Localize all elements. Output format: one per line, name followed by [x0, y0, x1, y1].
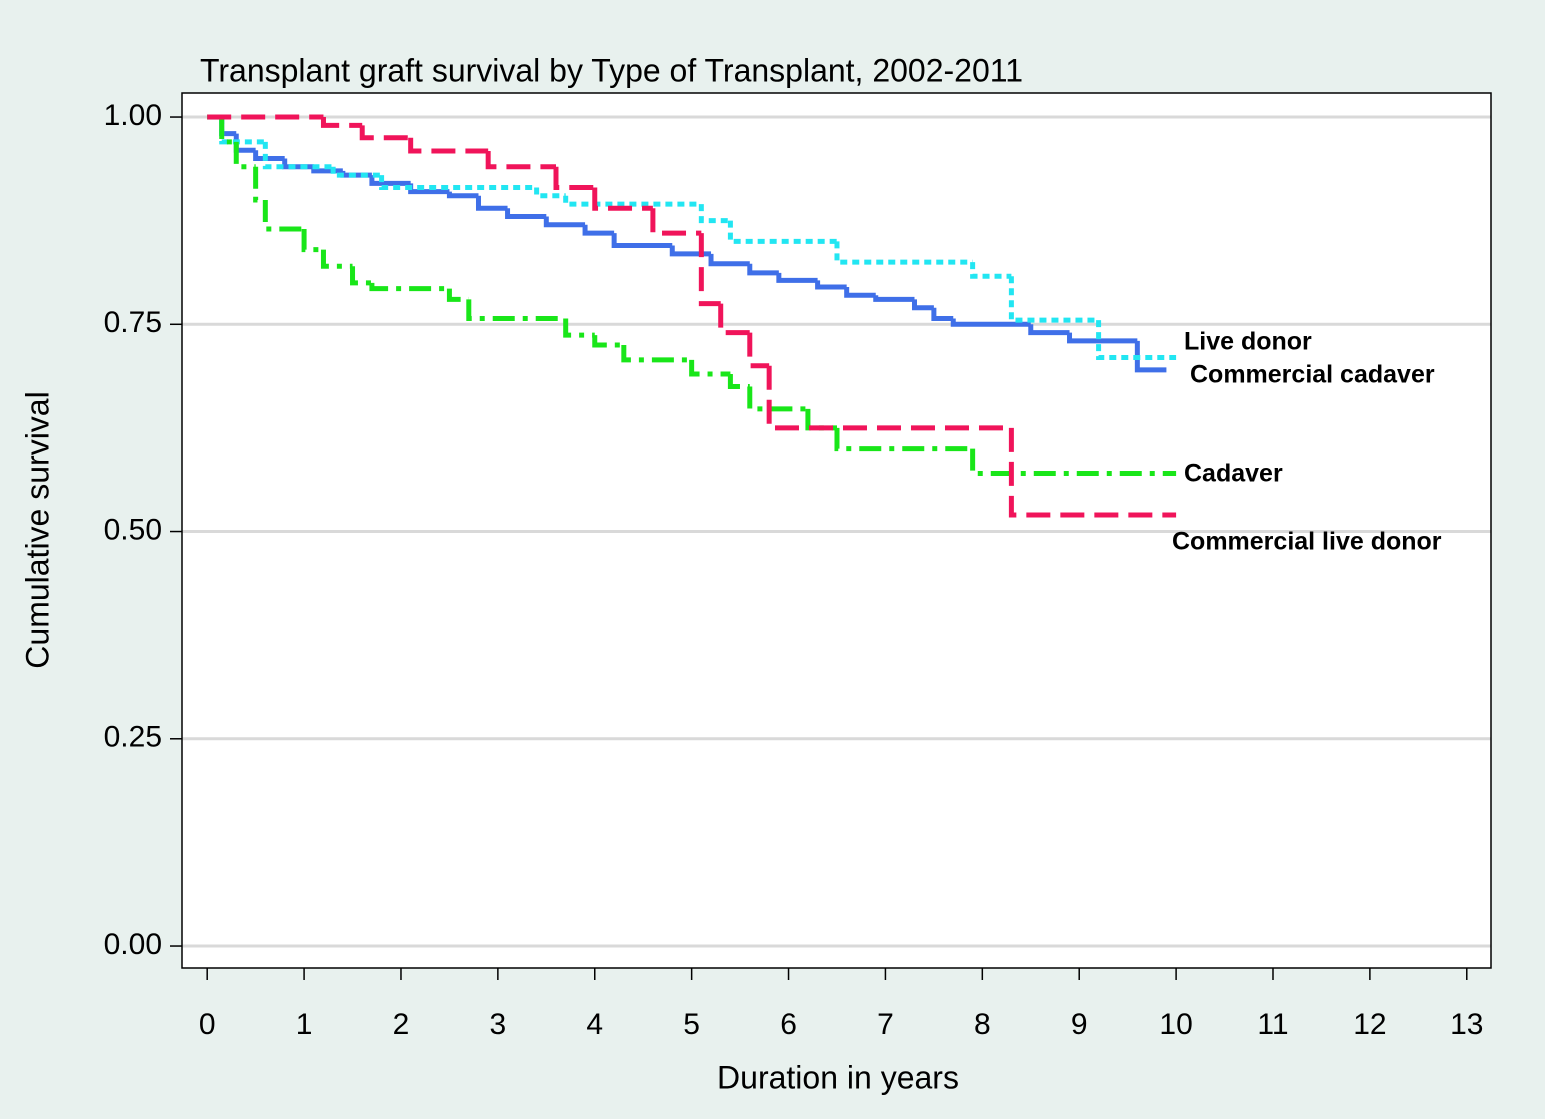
survival-step — [219, 117, 237, 145]
survival-step — [911, 299, 934, 311]
survival-step — [485, 151, 556, 170]
survival-step — [553, 166, 595, 191]
series-label: Live donor — [1184, 328, 1312, 356]
x-tick-label: 8 — [974, 1008, 991, 1041]
survival-step — [446, 288, 469, 302]
y-tick-label: 0.50 — [104, 513, 162, 546]
survival-step — [650, 208, 702, 236]
survival-step — [970, 448, 1177, 477]
survival-step — [727, 220, 837, 244]
survival-step — [253, 166, 266, 203]
survival-step — [1096, 320, 1177, 360]
survival-step — [1134, 340, 1167, 373]
survival-step — [475, 195, 508, 211]
survival-step — [369, 175, 411, 186]
survival-step — [505, 208, 547, 220]
survival-step — [543, 216, 586, 228]
y-axis-title: Cumulative survival — [19, 391, 55, 668]
x-tick-label: 9 — [1071, 1008, 1088, 1041]
survival-step — [233, 141, 256, 170]
survival-step — [698, 204, 731, 224]
survival-step — [844, 286, 876, 298]
survival-step — [698, 233, 721, 307]
survival-step — [592, 187, 653, 211]
survival-step — [718, 303, 750, 336]
survival-step — [262, 141, 334, 170]
x-tick-label: 2 — [393, 1008, 410, 1041]
survival-step — [747, 332, 770, 369]
x-tick-label: 1 — [296, 1008, 313, 1041]
survival-step — [320, 117, 363, 128]
survival-step — [727, 374, 750, 389]
y-tick-label: 0.25 — [104, 721, 162, 754]
survival-step — [805, 408, 837, 431]
series-label: Cadaver — [1184, 460, 1283, 488]
survival-step — [1067, 332, 1138, 344]
survival-step — [466, 299, 566, 321]
x-axis-title: Duration in years — [717, 1059, 959, 1095]
survival-step — [1008, 427, 1177, 518]
survival-step — [747, 263, 779, 276]
x-tick-label: 0 — [199, 1008, 216, 1041]
survival-step — [708, 253, 750, 267]
survival-step — [350, 266, 372, 286]
x-tick-label: 12 — [1353, 1008, 1386, 1041]
survival-step — [379, 175, 537, 191]
y-tick-label: 0.75 — [104, 306, 162, 339]
survival-step — [815, 280, 847, 290]
survival-step — [408, 137, 489, 154]
survival-step — [950, 318, 1031, 327]
x-tick-label: 4 — [586, 1008, 603, 1041]
y-tick-label: 1.00 — [104, 99, 162, 132]
x-tick-label: 5 — [683, 1008, 700, 1041]
survival-step — [253, 150, 285, 161]
survival-step — [970, 262, 1012, 279]
survival-step — [873, 295, 915, 302]
survival-step — [834, 241, 973, 265]
survival-step — [1008, 276, 1099, 323]
chart-title: Transplant graft survival by Type of Tra… — [200, 52, 1023, 88]
survival-step — [611, 233, 673, 249]
survival-step — [747, 386, 808, 412]
survival-step — [534, 187, 566, 199]
plot-frame — [181, 92, 1492, 969]
survival-step — [320, 249, 353, 269]
survival-step — [369, 282, 450, 292]
survival-step — [689, 359, 731, 377]
survival-step — [359, 125, 411, 141]
x-tick-label: 11 — [1257, 1008, 1288, 1041]
survival-step — [1028, 324, 1070, 336]
survival-step — [219, 117, 266, 145]
survival-step — [669, 245, 712, 257]
series-label: Commercial cadaver — [1190, 361, 1435, 389]
series-label: Commercial live donor — [1172, 528, 1442, 556]
x-tick-label: 10 — [1159, 1008, 1192, 1041]
survival-step — [621, 345, 692, 363]
x-tick-label: 13 — [1450, 1008, 1483, 1041]
survival-step — [563, 318, 595, 338]
survival-step — [931, 307, 954, 321]
y-tick-label: 0.00 — [104, 928, 162, 961]
survival-step — [776, 272, 818, 283]
x-tick-label: 7 — [877, 1008, 894, 1041]
survival-step — [834, 427, 973, 452]
survival-step — [446, 191, 479, 199]
survival-step — [592, 335, 624, 348]
x-tick-label: 3 — [490, 1008, 507, 1041]
survival-step — [582, 224, 615, 236]
survival-step — [262, 199, 305, 232]
survival-step — [330, 166, 382, 178]
x-tick-label: 6 — [780, 1008, 797, 1041]
survival-step — [563, 195, 702, 207]
survival-step — [301, 228, 324, 253]
survival-step — [766, 365, 1012, 431]
